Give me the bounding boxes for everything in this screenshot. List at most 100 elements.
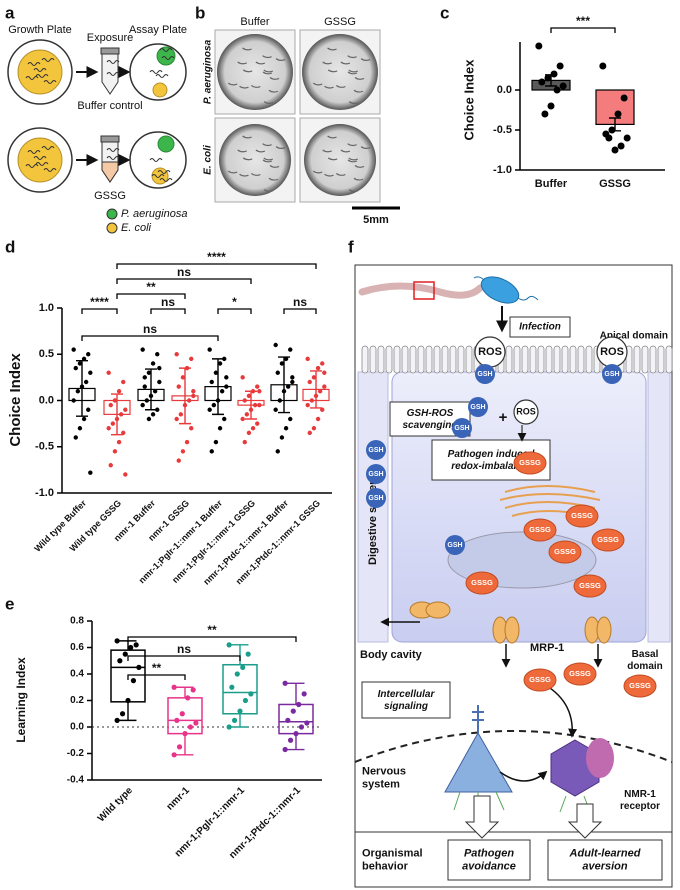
text-line: NMR-1: [624, 789, 656, 800]
decor-rect: [413, 281, 435, 300]
worm: [35, 161, 49, 167]
data-point: [282, 746, 288, 753]
data-point: [283, 356, 289, 362]
data-point: [279, 435, 285, 440]
label: Pathogen induced redox-imbalance: [448, 449, 536, 472]
decor-polygon: [567, 803, 603, 839]
texture: [263, 189, 274, 192]
worm: [33, 155, 47, 161]
decor-rect: [647, 371, 671, 643]
significance-bracket: [81, 308, 118, 314]
data-point: [290, 379, 295, 385]
data-point: [273, 407, 278, 412]
texture: [255, 61, 266, 65]
data-point: [246, 430, 252, 436]
decor-path: [499, 485, 601, 517]
data-point: [88, 370, 93, 375]
data-point: [250, 426, 256, 431]
data-point: [240, 664, 246, 670]
data-point: [608, 126, 616, 134]
microvillus: [577, 345, 585, 374]
data-point: [240, 375, 245, 380]
data-point: [117, 658, 123, 664]
texture: [269, 76, 280, 80]
significance-bracket: [116, 278, 252, 284]
texture: [263, 69, 274, 73]
texture: [227, 170, 238, 174]
label: Apical domain: [600, 331, 668, 342]
texture: [354, 164, 365, 168]
gsh-bubble: [445, 535, 465, 555]
worm: [155, 73, 169, 79]
data-point: [305, 402, 310, 408]
texture: [312, 170, 323, 174]
significance-bracket: [127, 655, 241, 661]
data-point: [273, 342, 278, 348]
y-tick-label: 0.0: [39, 394, 54, 406]
data-point: [112, 449, 118, 454]
data-point: [209, 449, 214, 454]
data-point: [213, 370, 219, 375]
text-line: scavenging: [402, 420, 457, 431]
data-point: [185, 695, 191, 701]
texture: [262, 71, 273, 75]
label: Assay Plate: [129, 24, 187, 36]
texture: [347, 159, 358, 163]
texture: [263, 157, 274, 161]
data-point: [114, 717, 120, 723]
microvillus: [425, 345, 433, 374]
text-line: Nervous: [362, 765, 406, 777]
legend-label: E. coli: [121, 222, 152, 234]
significance-bracket: [116, 293, 186, 299]
worm: [106, 71, 120, 77]
text-line: domain: [627, 661, 663, 672]
decor-path: [101, 161, 119, 183]
data-point: [304, 720, 310, 726]
texture: [242, 135, 252, 139]
data-point: [211, 402, 217, 408]
text-line: aversion: [582, 860, 628, 872]
texture: [242, 157, 253, 161]
data-point: [155, 407, 160, 412]
worm: [27, 61, 41, 67]
data-point: [623, 134, 631, 142]
microvillus: [449, 345, 457, 374]
whisker: [119, 701, 137, 722]
text-line: behavior: [362, 860, 409, 872]
data-point: [611, 146, 619, 154]
column-header: Buffer: [240, 16, 269, 28]
text-line: Pathogen: [464, 847, 514, 859]
significance-label: **: [207, 623, 217, 637]
data-point: [275, 449, 280, 454]
data-point: [146, 416, 152, 422]
data-point: [226, 642, 232, 648]
microvillus: [585, 345, 593, 374]
worm: [106, 155, 120, 161]
significance-label: ****: [90, 295, 109, 309]
x-tick-label: Buffer: [535, 178, 568, 190]
microvillus: [361, 345, 369, 374]
texture: [227, 82, 238, 86]
microvillus: [641, 345, 649, 374]
microvillus: [553, 345, 561, 374]
text-line: Adult-learned: [569, 847, 641, 859]
microvillus: [393, 345, 401, 374]
significance-label: ns: [293, 295, 307, 309]
y-tick-label: 1.0: [39, 302, 54, 314]
data-point: [222, 416, 227, 422]
row-label: E. coli: [203, 145, 214, 175]
data-point: [73, 435, 78, 440]
data-point: [207, 407, 212, 412]
error-bar: [310, 370, 322, 409]
microvillus: [409, 345, 417, 374]
data-point: [315, 416, 321, 422]
data-point: [176, 744, 183, 750]
microvillus: [561, 345, 569, 374]
decor-circle: [217, 34, 293, 110]
worm: [41, 145, 55, 151]
texture: [336, 85, 346, 88]
texture: [263, 101, 274, 104]
texture: [269, 164, 280, 168]
data-point: [189, 356, 194, 362]
bacterial-lawn: [152, 82, 168, 98]
